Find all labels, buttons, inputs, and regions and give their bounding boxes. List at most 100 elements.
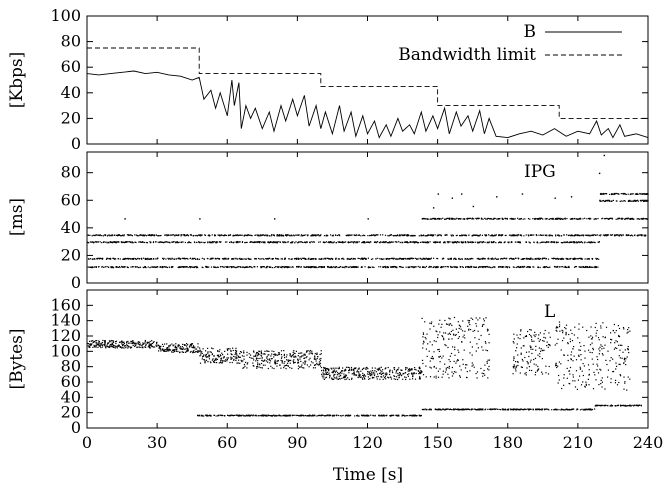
ipg-point bbox=[368, 241, 370, 243]
length-point bbox=[443, 337, 445, 339]
ipg-point bbox=[292, 266, 294, 268]
ipg-point bbox=[468, 258, 470, 260]
length-point bbox=[179, 351, 181, 353]
ipg-point bbox=[373, 234, 375, 236]
length-point bbox=[628, 327, 630, 329]
ipg-point bbox=[185, 257, 187, 260]
length-point bbox=[487, 359, 489, 361]
length-point bbox=[235, 356, 237, 358]
length-point bbox=[207, 352, 209, 354]
ipg-point bbox=[171, 266, 173, 268]
length-point bbox=[310, 364, 312, 366]
ipg-point bbox=[186, 266, 188, 268]
length-point bbox=[569, 338, 571, 340]
length-point bbox=[616, 347, 618, 349]
length-point bbox=[515, 370, 517, 372]
ipg-point bbox=[608, 200, 611, 202]
ipg-point bbox=[405, 241, 407, 243]
length-point bbox=[381, 376, 383, 378]
ipg-point bbox=[325, 241, 327, 243]
length-point bbox=[471, 354, 473, 356]
length-point bbox=[419, 372, 421, 375]
ipg-point bbox=[607, 234, 609, 236]
length-point bbox=[443, 339, 445, 341]
ipg-point bbox=[142, 241, 144, 243]
ipg-point bbox=[151, 258, 153, 260]
length-point bbox=[118, 344, 120, 346]
ipg-point bbox=[638, 218, 640, 220]
length-point bbox=[214, 361, 216, 364]
ipg-point bbox=[297, 258, 299, 260]
ipg-point bbox=[338, 234, 341, 236]
ipg-point bbox=[462, 242, 464, 244]
length-point bbox=[264, 353, 266, 355]
ipg-point bbox=[343, 241, 346, 243]
length-point bbox=[199, 349, 201, 351]
ipg-point bbox=[573, 257, 575, 259]
ipg-outlier-point bbox=[598, 172, 601, 175]
ipg-point bbox=[350, 266, 352, 268]
length-point bbox=[172, 345, 174, 347]
ipg-point bbox=[260, 267, 262, 269]
length-point bbox=[368, 378, 370, 380]
length-point bbox=[463, 349, 465, 351]
ipg-point bbox=[500, 235, 502, 237]
length-point bbox=[512, 366, 514, 368]
ipg-point bbox=[526, 266, 528, 268]
ipg-point bbox=[491, 266, 493, 268]
length-point bbox=[561, 329, 563, 331]
length-point bbox=[374, 370, 376, 372]
length-point bbox=[119, 346, 121, 348]
ipg-point bbox=[424, 235, 426, 237]
length-point bbox=[218, 362, 220, 364]
ipg-point bbox=[123, 234, 125, 236]
length-point bbox=[146, 342, 148, 344]
ipg-point bbox=[524, 266, 526, 268]
length-point bbox=[182, 348, 184, 351]
length-point bbox=[302, 355, 304, 357]
ipg-point bbox=[363, 257, 366, 259]
ipg-point bbox=[190, 242, 192, 244]
length-point bbox=[424, 336, 426, 339]
ipg-point bbox=[568, 266, 570, 268]
ipg-point bbox=[102, 235, 104, 237]
length-point bbox=[526, 361, 528, 363]
length-point bbox=[130, 347, 132, 349]
length-point bbox=[488, 333, 490, 335]
ipg-point bbox=[328, 241, 330, 243]
length-point bbox=[404, 372, 406, 374]
length-point bbox=[338, 375, 340, 377]
ipg-point bbox=[596, 258, 599, 260]
ipg-point bbox=[505, 234, 507, 236]
length-point bbox=[372, 370, 374, 372]
ipg-point bbox=[513, 218, 515, 220]
length-point bbox=[89, 344, 91, 346]
length-point bbox=[168, 349, 170, 351]
length-point bbox=[269, 360, 271, 362]
length-point bbox=[141, 346, 143, 349]
length-point bbox=[181, 351, 183, 353]
length-point bbox=[367, 368, 369, 370]
series-line-b bbox=[86, 70, 649, 139]
ipg-point bbox=[191, 258, 193, 260]
ipg-point bbox=[629, 200, 631, 202]
length-point bbox=[519, 372, 521, 374]
ipg-point bbox=[108, 266, 110, 268]
length-point bbox=[590, 326, 592, 328]
length-point bbox=[516, 334, 518, 336]
length-point bbox=[304, 363, 306, 365]
length-point bbox=[238, 356, 240, 358]
length-point bbox=[627, 329, 629, 331]
length-point bbox=[520, 329, 522, 331]
ipg-point bbox=[442, 266, 444, 268]
length-point bbox=[413, 373, 415, 375]
ipg-point bbox=[524, 218, 526, 220]
ipg-point bbox=[165, 266, 167, 268]
ipg-point bbox=[192, 257, 194, 259]
ipg-point bbox=[592, 234, 594, 236]
length-point bbox=[299, 358, 301, 360]
length-point bbox=[533, 358, 535, 361]
length-point bbox=[314, 357, 316, 359]
length-point bbox=[91, 340, 93, 342]
length-point bbox=[374, 367, 376, 369]
